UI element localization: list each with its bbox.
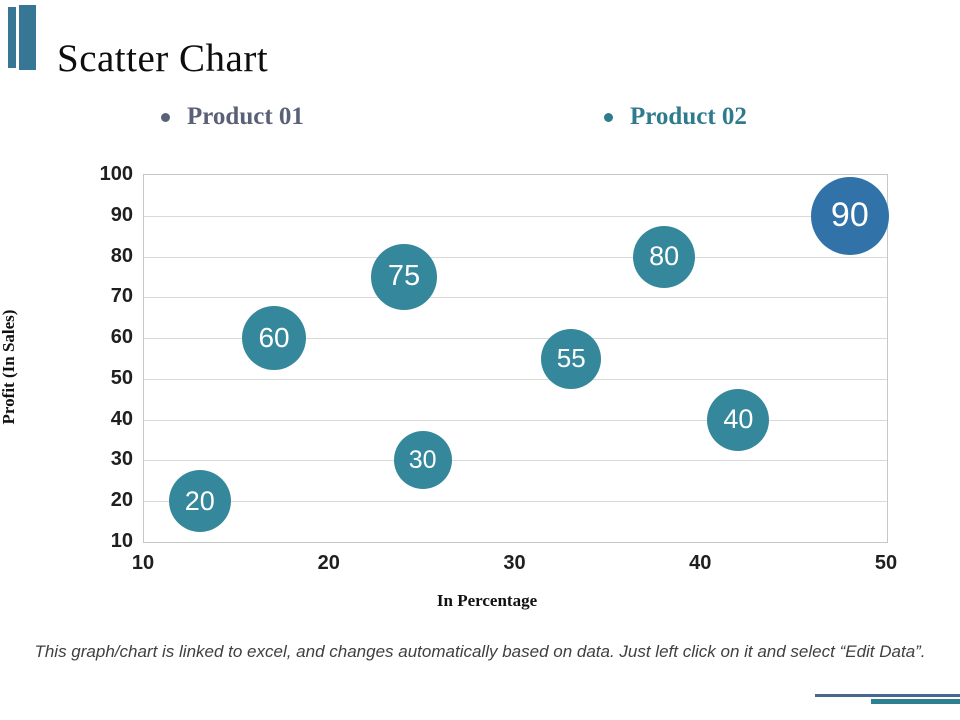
x-tick-label: 20 xyxy=(317,552,340,574)
page-title: Scatter Chart xyxy=(57,37,269,81)
y-tick-label: 30 xyxy=(110,448,133,471)
bubble-point-75[interactable]: 75 xyxy=(371,243,438,310)
bubble-point-55[interactable]: 55 xyxy=(541,328,602,389)
x-tick-label: 30 xyxy=(503,552,526,574)
legend-item-product-01[interactable]: Product 01 xyxy=(161,103,304,131)
plot-area[interactable]: 90 20 60 75 30 55 80 40 xyxy=(143,174,889,543)
legend-label: Product 02 xyxy=(630,103,747,130)
bubble-point-80[interactable]: 80 xyxy=(633,225,696,288)
x-tick-label: 50 xyxy=(874,552,898,574)
y-tick-label: 90 xyxy=(110,203,133,226)
bubble-point-20[interactable]: 20 xyxy=(168,470,231,533)
y-gridline xyxy=(144,501,887,503)
x-tick-label: 10 xyxy=(131,552,155,574)
footer-note: This graph/chart is linked to excel, and… xyxy=(34,642,926,661)
y-gridline xyxy=(144,215,887,217)
y-gridline xyxy=(144,256,887,258)
y-tick-label: 70 xyxy=(110,285,133,308)
chart-legend: Product 01 Product 02 xyxy=(0,103,960,139)
x-axis-title: In Percentage xyxy=(436,591,538,610)
y-tick-label: 100 xyxy=(99,163,133,185)
bubble-point-30[interactable]: 30 xyxy=(393,431,452,490)
bubble-point-90[interactable]: 90 xyxy=(810,176,889,255)
header-accent-bar-thin xyxy=(8,7,16,68)
y-gridline xyxy=(144,297,887,299)
y-tick-label: 40 xyxy=(110,407,133,430)
y-tick-label: 80 xyxy=(110,244,133,267)
legend-bullet-icon xyxy=(604,112,613,122)
y-gridline xyxy=(144,378,887,380)
y-gridline xyxy=(144,338,887,340)
footer-accent-line xyxy=(815,694,960,697)
legend-bullet-icon xyxy=(161,112,170,122)
y-tick-label: 50 xyxy=(110,366,133,389)
y-tick-label: 60 xyxy=(110,326,133,349)
y-gridline xyxy=(144,460,887,462)
footer-accent-bar xyxy=(871,699,960,704)
bubble-point-40[interactable]: 40 xyxy=(707,388,770,451)
header-accent-bar-wide xyxy=(19,5,36,70)
y-tick-label: 10 xyxy=(110,530,133,552)
bubble-point-60[interactable]: 60 xyxy=(242,306,307,371)
legend-label: Product 01 xyxy=(187,103,304,130)
x-tick-label: 40 xyxy=(689,552,712,574)
y-tick-label: 20 xyxy=(110,489,133,512)
y-axis-title: Profit (In Sales) xyxy=(0,309,18,425)
y-gridline xyxy=(144,419,887,421)
legend-item-product-02[interactable]: Product 02 xyxy=(604,103,747,131)
